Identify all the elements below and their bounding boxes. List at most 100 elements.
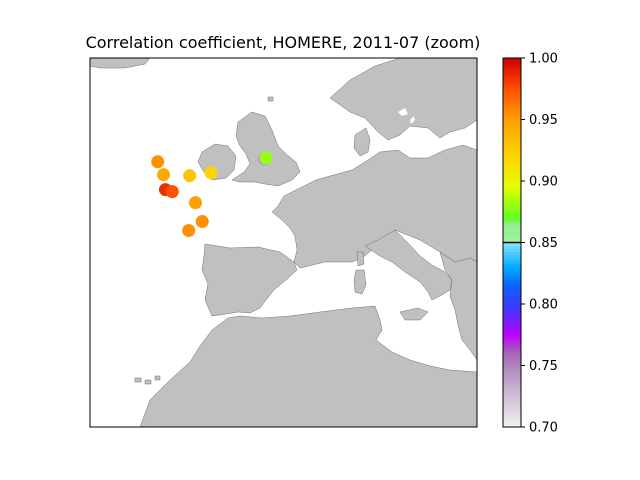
colorbar-segment [503,291,521,296]
colorbar-segment [503,313,521,317]
colorbar-segment [503,390,521,394]
colorbar-segment [503,285,521,290]
colorbar-segment [503,227,521,231]
scatter-point-2 [157,168,171,182]
land-balkans [439,251,477,361]
colorbar-segment [503,107,521,111]
colorbar-segment [503,260,521,265]
land-scandinavia [329,58,477,141]
colorbar-segment [503,350,521,354]
colorbar-segment [503,196,521,201]
colorbar-segment [503,174,521,179]
colorbar-segment [503,125,521,130]
colorbar-segment [503,270,521,274]
colorbar-segment [503,374,521,379]
lake-vanern [398,108,408,116]
colorbar-segment [503,340,521,345]
colorbar-tick-label: 1.00 [529,52,558,67]
colorbar-segment [503,220,521,225]
colorbar-segment [503,279,521,284]
colorbar-segment [503,414,521,419]
colorbar-segment [503,371,521,376]
colorbar-ticks: 0.70 0.75 0.80 0.85 0.90 0.95 1.00 [521,52,558,436]
colorbar-segment [503,153,521,157]
scatter-point-5 [183,169,197,183]
colorbar-segment [503,365,521,370]
colorbar-segment [503,150,521,154]
colorbar-segment [503,214,521,219]
scatter-point-11 [182,224,196,238]
colorbar-segment [503,184,521,188]
land-mainland-europe [271,58,477,269]
chart-title: Correlation coefficient, HOMERE, 2011-07… [85,33,481,52]
colorbar-segment [503,334,521,339]
colorbar-segment [503,73,521,78]
land-canary-2 [144,379,152,385]
colorbar-segment [503,273,521,277]
colorbar-segment [503,79,521,84]
colorbar-segment [503,343,521,348]
colorbar-segment [503,294,521,299]
land-sardinia [353,269,367,295]
colorbar-segment [503,383,521,388]
colorbar-segment [503,282,521,287]
land-canary-3 [154,375,161,381]
colorbar-segment [503,193,521,197]
scatter-point-6 [204,166,218,180]
colorbar-segment [503,245,521,250]
colorbar-segment [503,267,521,271]
land-iberia [201,243,298,317]
colorbar-tick-label: 0.95 [529,113,558,128]
colorbar-segment [503,82,521,87]
colorbar-segment [503,162,521,167]
scatter-points [151,151,273,238]
colorbar-segment [503,168,521,173]
colorbar-segment [503,325,521,330]
colorbar-segment [503,408,521,413]
colorbar-segment [503,248,521,253]
colorbar-segment [503,359,521,364]
colorbar-segment [503,61,521,65]
colorbar-segment [503,181,521,185]
colorbar-segment [503,88,521,93]
colorbar-segment [503,122,521,127]
colorbar-tick-label: 0.90 [529,175,558,190]
colorbar-segment [503,316,521,320]
colorbar-segment [503,165,521,170]
colorbar-segment [503,85,521,90]
colorbar-segment [503,387,521,391]
colorbar-segment [503,276,521,280]
colorbar-segment [503,97,521,102]
colorbar-segment [503,208,521,213]
colorbar-tick-label: 0.80 [529,298,558,313]
colorbar-segment [503,264,521,268]
colorbar-segment [503,202,521,207]
colorbar-segment [503,134,521,139]
colorbar-segment [503,144,521,148]
colorbar-segment [503,116,521,121]
colorbar-segment [503,322,521,327]
land-north-africa [139,305,477,427]
colorbar-segment [503,300,521,305]
colorbar-tick-label: 0.70 [529,421,558,436]
colorbar-segment [503,156,521,161]
colorbar-segment [503,91,521,96]
colorbar-segment [503,104,521,108]
land-iceland [90,58,151,69]
colorbar-segment [503,64,521,68]
colorbar-segment [503,230,521,234]
colorbar-segment [503,353,521,357]
colorbar-segment [503,128,521,133]
colorbar-segment [503,119,521,124]
colorbar-segment [503,254,521,259]
colorbar-segment [503,257,521,262]
colorbar-segment [503,101,521,105]
colorbar-segment [503,211,521,216]
colorbar-segment [503,190,521,194]
land-canary-1 [134,377,142,383]
colorbar-segment [503,110,521,114]
colorbar-segment [503,251,521,256]
colorbar-segment [503,347,521,351]
map-land [90,58,477,427]
colorbar-segment [503,393,521,397]
